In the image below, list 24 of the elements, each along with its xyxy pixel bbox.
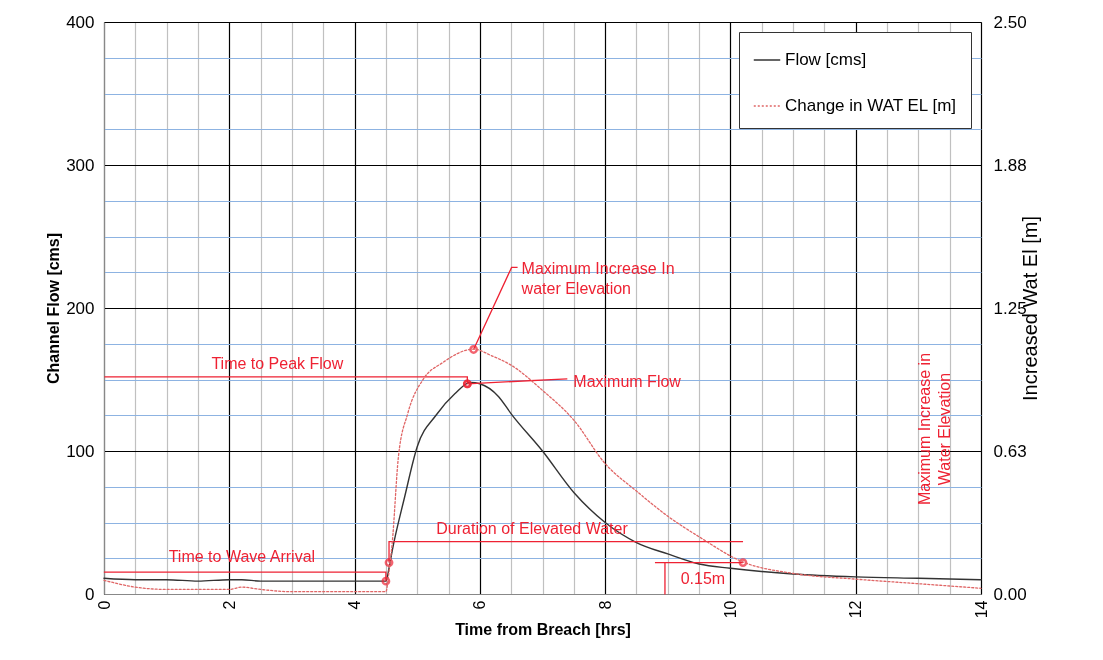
x-tick-label: 14	[972, 600, 990, 619]
x-tick-label: 0	[95, 600, 113, 610]
x-axis-title: Time from Breach [hrs]	[455, 621, 631, 639]
x-tick-label: 10	[721, 600, 739, 619]
y-tick-label: 300	[66, 155, 95, 175]
annotation: Maximum Flow	[573, 372, 682, 390]
legend-label: Flow [cms]	[785, 50, 867, 69]
x-tick-label: 2	[220, 600, 238, 610]
y2-tick-label: 0.00	[993, 584, 1027, 604]
y-tick-label: 400	[66, 12, 95, 32]
x-tick-label: 4	[346, 600, 364, 610]
y-tick-label: 100	[66, 441, 95, 461]
x-tick-label: 6	[471, 600, 489, 610]
y-axis-title: Channel Flow [cms]	[45, 232, 63, 385]
annotation: Maximum Increase in Water Elevation	[916, 352, 953, 506]
legend-label: Change in WAT EL [m]	[785, 96, 957, 115]
x-tick-label: 12	[847, 600, 865, 619]
y2-tick-label: 2.50	[993, 12, 1027, 32]
x-tick-label: 8	[596, 600, 614, 610]
annotation: Time to Wave Arrival	[168, 548, 316, 566]
annotation: 0.15m	[680, 569, 726, 587]
y2-tick-label: 1.88	[993, 155, 1027, 175]
y2-tick-label: 0.63	[993, 441, 1027, 461]
y-tick-label: 200	[66, 298, 95, 318]
